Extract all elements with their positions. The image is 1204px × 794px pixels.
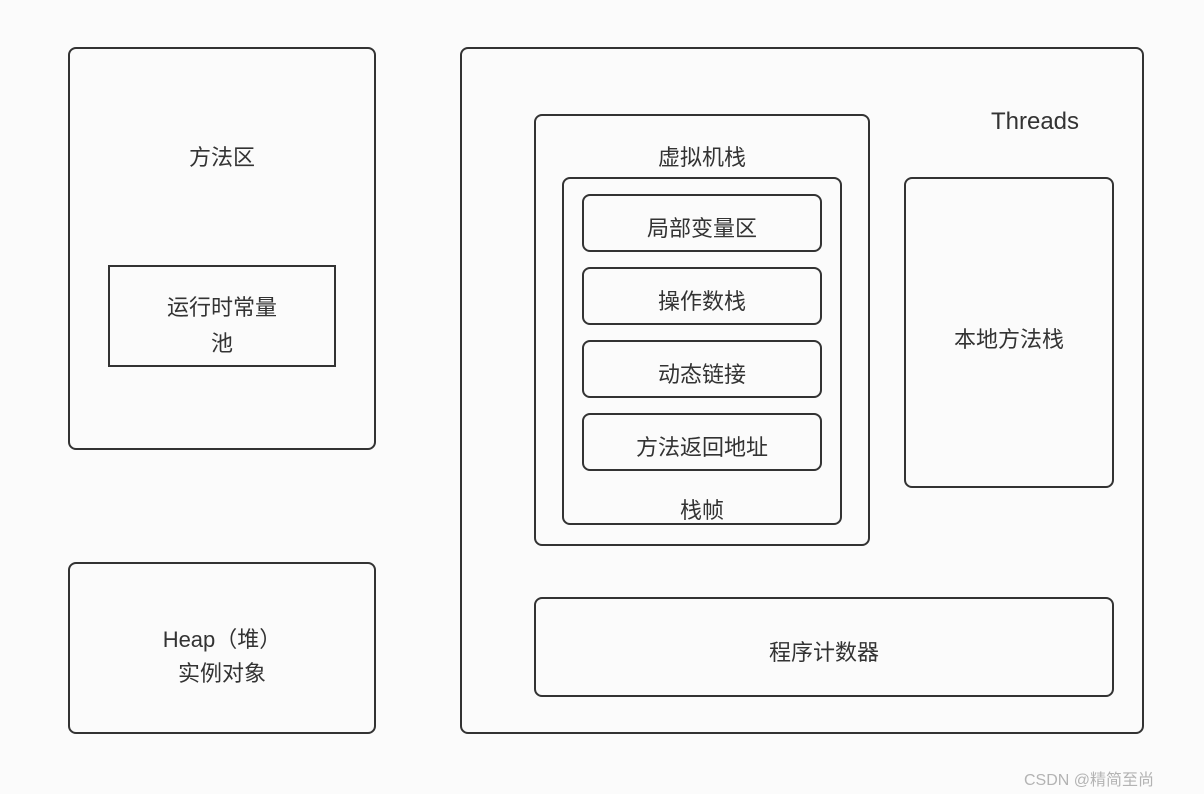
constant-pool-label-1: 运行时常量 [108,290,336,322]
pc-register-title: 程序计数器 [534,635,1114,667]
method-area-box [68,47,376,450]
heap-label-2: 实例对象 [68,656,376,688]
frame-item-label: 局部变量区 [582,211,822,243]
native-stack-title: 本地方法栈 [904,322,1114,354]
heap-label-1: Heap（堆） [68,622,376,654]
method-area-title: 方法区 [68,140,376,172]
threads-title: Threads [950,108,1120,136]
frame-item-label: 方法返回地址 [582,430,822,462]
constant-pool-label-2: 池 [108,326,336,358]
frame-item-label: 操作数栈 [582,284,822,316]
watermark-text: CSDN @精简至尚 [1024,766,1154,790]
vm-stack-title: 虚拟机栈 [534,140,870,172]
frame-item-label: 动态链接 [582,357,822,389]
stack-frame-title: 栈帧 [562,493,842,525]
